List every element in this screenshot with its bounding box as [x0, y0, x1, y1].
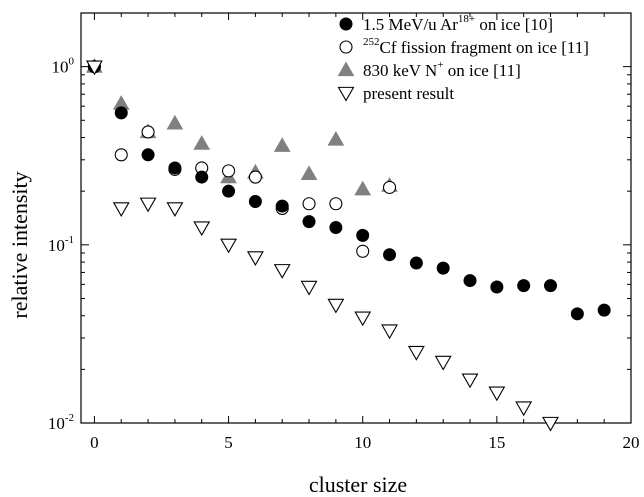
data-point: [141, 125, 155, 139]
data-point: [488, 386, 506, 402]
data-point: [461, 373, 479, 389]
data-point: [246, 251, 264, 267]
data-point: [463, 274, 477, 288]
data-point: [112, 202, 130, 218]
y-tick-label: 10-1: [48, 234, 74, 255]
data-point: [570, 307, 584, 321]
data-point: [220, 238, 238, 254]
data-point: [490, 280, 504, 294]
tick-labels: 0 5 10 15 20 10-2 10-1 100: [48, 56, 640, 452]
plot-frame: [80, 12, 632, 424]
data-point: [222, 164, 236, 178]
data-point: [275, 199, 289, 213]
data-point: [248, 170, 262, 184]
data-point: [141, 148, 155, 162]
legend-label: 1.5 MeV/u Ar18+ on ice [10]: [363, 13, 553, 34]
data-point: [329, 221, 343, 235]
legend-item: 830 keV N+ on ice [11]: [337, 59, 521, 80]
data-point: [273, 264, 291, 279]
data-point: [302, 215, 316, 229]
data-point: [193, 221, 211, 237]
data-point: [354, 180, 372, 196]
legend-marker: [339, 17, 353, 31]
data-point: [302, 197, 316, 211]
data-point: [356, 228, 370, 242]
data-point: [168, 161, 182, 175]
data-point: [544, 279, 558, 293]
data-point: [434, 355, 452, 371]
x-tick-label: 15: [488, 433, 505, 452]
axis-ticks: [81, 12, 632, 424]
data-point: [407, 345, 425, 361]
legend-label: 830 keV N+ on ice [11]: [363, 59, 521, 80]
data-point: [383, 248, 397, 262]
legend-label: 252Cf fission fragment on ice [11]: [363, 36, 589, 57]
series-filled-circle: [87, 60, 611, 321]
data-point: [436, 261, 450, 275]
data-point: [329, 197, 343, 211]
data-point: [273, 137, 291, 152]
data-point: [517, 279, 531, 293]
legend-item: present result: [337, 84, 454, 103]
data-point: [542, 416, 559, 432]
x-tick-label: 10: [354, 433, 371, 452]
data-point: [85, 60, 103, 76]
x-tick-label: 5: [224, 433, 233, 452]
legend: 1.5 MeV/u Ar18+ on ice [10]252Cf fission…: [337, 13, 589, 103]
data-series: [85, 58, 611, 432]
data-point: [114, 148, 128, 162]
legend-label: present result: [363, 84, 454, 103]
data-point: [354, 311, 372, 327]
y-tick-label: 10-2: [48, 412, 74, 433]
data-point: [597, 303, 611, 317]
data-point: [327, 130, 345, 146]
legend-marker: [337, 61, 355, 77]
data-point: [222, 184, 236, 198]
series-open-triangle-down: [85, 60, 559, 432]
data-point: [300, 165, 318, 181]
x-tick-label: 20: [623, 433, 640, 452]
data-point: [166, 202, 184, 218]
legend-item: 1.5 MeV/u Ar18+ on ice [10]: [339, 13, 553, 34]
data-point: [382, 180, 397, 194]
legend-item: 252Cf fission fragment on ice [11]: [339, 36, 589, 57]
x-axis-label: cluster size: [309, 472, 407, 497]
data-point: [327, 298, 345, 314]
data-point: [515, 401, 533, 417]
data-point: [300, 280, 318, 296]
y-tick-label: 100: [52, 56, 75, 77]
y-axis-label: relative intensity: [7, 171, 32, 318]
data-point: [139, 197, 157, 213]
data-point: [409, 256, 423, 270]
plot-area-border: [80, 12, 632, 424]
data-point: [114, 106, 128, 120]
data-point: [166, 114, 184, 130]
data-point: [195, 170, 209, 184]
data-point: [356, 244, 370, 258]
series-filled-triangle-up: [86, 58, 398, 196]
legend-marker: [339, 40, 353, 54]
x-tick-label: 0: [90, 433, 99, 452]
legend-marker: [337, 86, 355, 102]
data-point: [381, 324, 398, 340]
data-point: [193, 135, 211, 150]
data-point: [248, 195, 262, 209]
